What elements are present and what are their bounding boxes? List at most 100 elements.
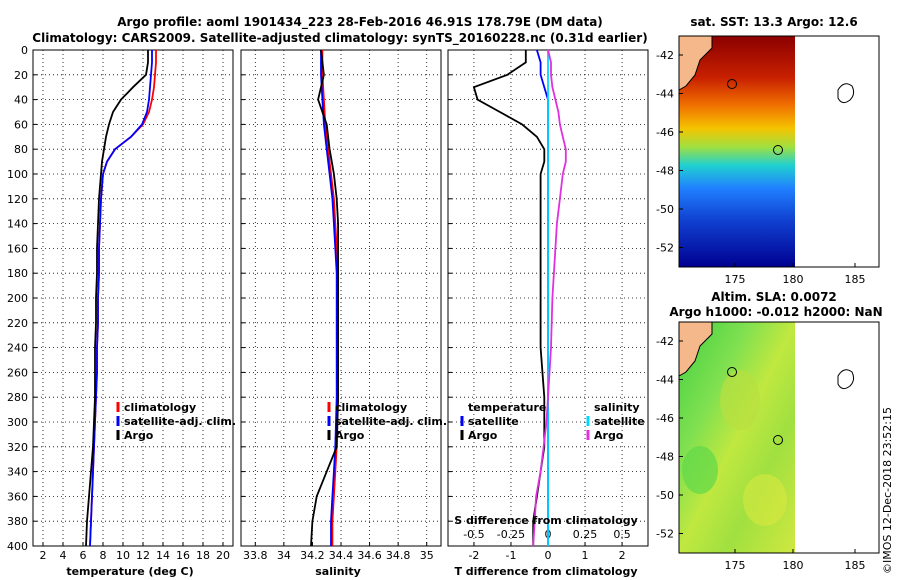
- x-tick-label: 20: [216, 549, 230, 562]
- depth-tick-label: 0: [21, 44, 28, 57]
- title-line-2: Climatology: CARS2009. Satellite-adjuste…: [32, 31, 647, 46]
- sla-reference-marker: [727, 367, 737, 377]
- x-tick-label: 6: [80, 549, 87, 562]
- depth-tick-label: 280: [7, 391, 28, 404]
- legend-s-argo: Argo: [594, 429, 624, 442]
- legend-t-argo: Argo: [468, 429, 498, 442]
- lat-tick-label: -42: [656, 335, 674, 348]
- depth-tick-label: 180: [7, 267, 28, 280]
- series-line-argo: [310, 49, 340, 547]
- sst-map-frame: [678, 35, 880, 268]
- sst-island: [837, 83, 855, 104]
- depth-tick-label: 40: [14, 94, 28, 107]
- imos-watermark: ©IMOS 12-Dec-2018 23:52:15: [881, 407, 894, 574]
- depth-tick-label: 300: [7, 416, 28, 429]
- depth-tick-label: 200: [7, 292, 28, 305]
- x-tick-label: 2: [40, 549, 47, 562]
- lon-tick-label: 180: [783, 273, 804, 286]
- lat-tick-label: -44: [656, 88, 674, 101]
- salinity-legend: climatology satellite-adj. clim. Argo: [327, 401, 447, 442]
- s-top-tick-label: 0.5: [613, 528, 631, 541]
- x-tick-label: 12: [136, 549, 150, 562]
- depth-tick-label: 260: [7, 366, 28, 379]
- lon-tick-label: 185: [845, 273, 866, 286]
- title-line-1: Argo profile: aoml 1901434_223 28-Feb-20…: [117, 15, 603, 30]
- x-tick-label: 14: [156, 549, 170, 562]
- sst-field: [679, 36, 795, 267]
- lat-tick-label: -42: [656, 49, 674, 62]
- temperature-xlabel: temperature (deg C): [66, 565, 193, 578]
- depth-tick-label: 160: [7, 242, 28, 255]
- depth-tick-label: 100: [7, 168, 28, 181]
- lat-tick-label: -44: [656, 374, 674, 387]
- legend-satellite-adj: satellite-adj. clim.: [335, 415, 447, 428]
- series-line-satellite-adj-clim-: [89, 50, 153, 547]
- x-tick-label: 18: [196, 549, 210, 562]
- depth-tick-label: 140: [7, 218, 28, 231]
- sla-map-title-2: Argo h1000: -0.012 h2000: NaN: [669, 305, 882, 319]
- x-tick-label: 0: [545, 549, 552, 562]
- legend-argo: Argo: [124, 429, 154, 442]
- series-line-satellite-adj-clim-: [320, 50, 338, 546]
- x-tick-label: 8: [100, 549, 107, 562]
- x-tick-label: 2: [619, 549, 626, 562]
- x-tick-label: 34: [277, 549, 291, 562]
- sla-anomaly-patch: [682, 446, 718, 494]
- x-tick-label: -2: [468, 549, 479, 562]
- s-top-tick-label: -0.25: [497, 528, 525, 541]
- x-tick-label: 16: [176, 549, 190, 562]
- depth-tick-label: 360: [7, 490, 28, 503]
- s-difference-xlabel: S difference from climatology: [454, 514, 638, 527]
- sla-map-frame: [678, 321, 880, 554]
- profile-lines: [85, 49, 567, 547]
- depth-tick-label: 320: [7, 441, 28, 454]
- sla-map-title-1: Altim. SLA: 0.0072: [711, 290, 837, 304]
- lat-tick-label: -46: [656, 126, 674, 139]
- series-line-temperature-satellite: [536, 49, 549, 546]
- sla-island: [837, 369, 855, 390]
- lon-tick-label: 185: [845, 559, 866, 572]
- sst-coastline-land: [678, 35, 713, 91]
- temperature-legend: climatology satellite-adj. clim. Argo: [116, 401, 236, 442]
- lat-tick-label: -48: [656, 165, 674, 178]
- lon-tick-label: 175: [725, 273, 746, 286]
- depth-tick-label: 120: [7, 193, 28, 206]
- series-line-salinity-argo: [532, 49, 567, 547]
- x-tick-label: 34.6: [357, 549, 382, 562]
- legend-temperature-header: temperature: [468, 401, 546, 414]
- s-top-tick-label: 0.25: [573, 528, 598, 541]
- lat-tick-label: -50: [656, 489, 674, 502]
- sla-anomaly-patch: [743, 474, 787, 526]
- depth-tick-label: 340: [7, 466, 28, 479]
- lon-tick-label: 175: [725, 559, 746, 572]
- x-tick-label: 34.4: [329, 549, 354, 562]
- sla-map: [678, 321, 880, 554]
- salinity-xlabel: salinity: [315, 565, 361, 578]
- s-top-tick-label: -0.5: [463, 528, 484, 541]
- x-tick-label: -1: [505, 549, 516, 562]
- x-axis-tick-labels: 2 4 6 8 10 12 14 16 18 20 33.8 34 34.2 34.4 34.6 34.8 35…: [40, 528, 631, 562]
- x-tick-label: 35: [420, 549, 434, 562]
- difference-legend: temperature satellite Argo salinity sate…: [460, 401, 645, 442]
- depth-tick-label: 220: [7, 317, 28, 330]
- lat-tick-label: -50: [656, 203, 674, 216]
- depth-tick-label: 240: [7, 342, 28, 355]
- x-tick-label: 34.8: [386, 549, 411, 562]
- x-tick-label: 10: [116, 549, 130, 562]
- legend-s-satellite: satellite: [594, 415, 645, 428]
- lat-tick-label: -48: [656, 451, 674, 464]
- legend-climatology: climatology: [124, 401, 196, 414]
- sst-argo-marker: [773, 145, 783, 155]
- x-tick-label: 1: [582, 549, 589, 562]
- depth-tick-label: 380: [7, 515, 28, 528]
- depth-tick-label: 60: [14, 118, 28, 131]
- lat-tick-label: -46: [656, 412, 674, 425]
- legend-salinity-header: salinity: [594, 401, 640, 414]
- depth-tick-label: 400: [7, 540, 28, 553]
- x-tick-label: 4: [60, 549, 67, 562]
- sla-argo-marker: [773, 435, 783, 445]
- sla-anomaly-patch: [720, 370, 760, 430]
- lat-tick-label: -52: [656, 242, 674, 255]
- legend-satellite-adj: satellite-adj. clim.: [124, 415, 236, 428]
